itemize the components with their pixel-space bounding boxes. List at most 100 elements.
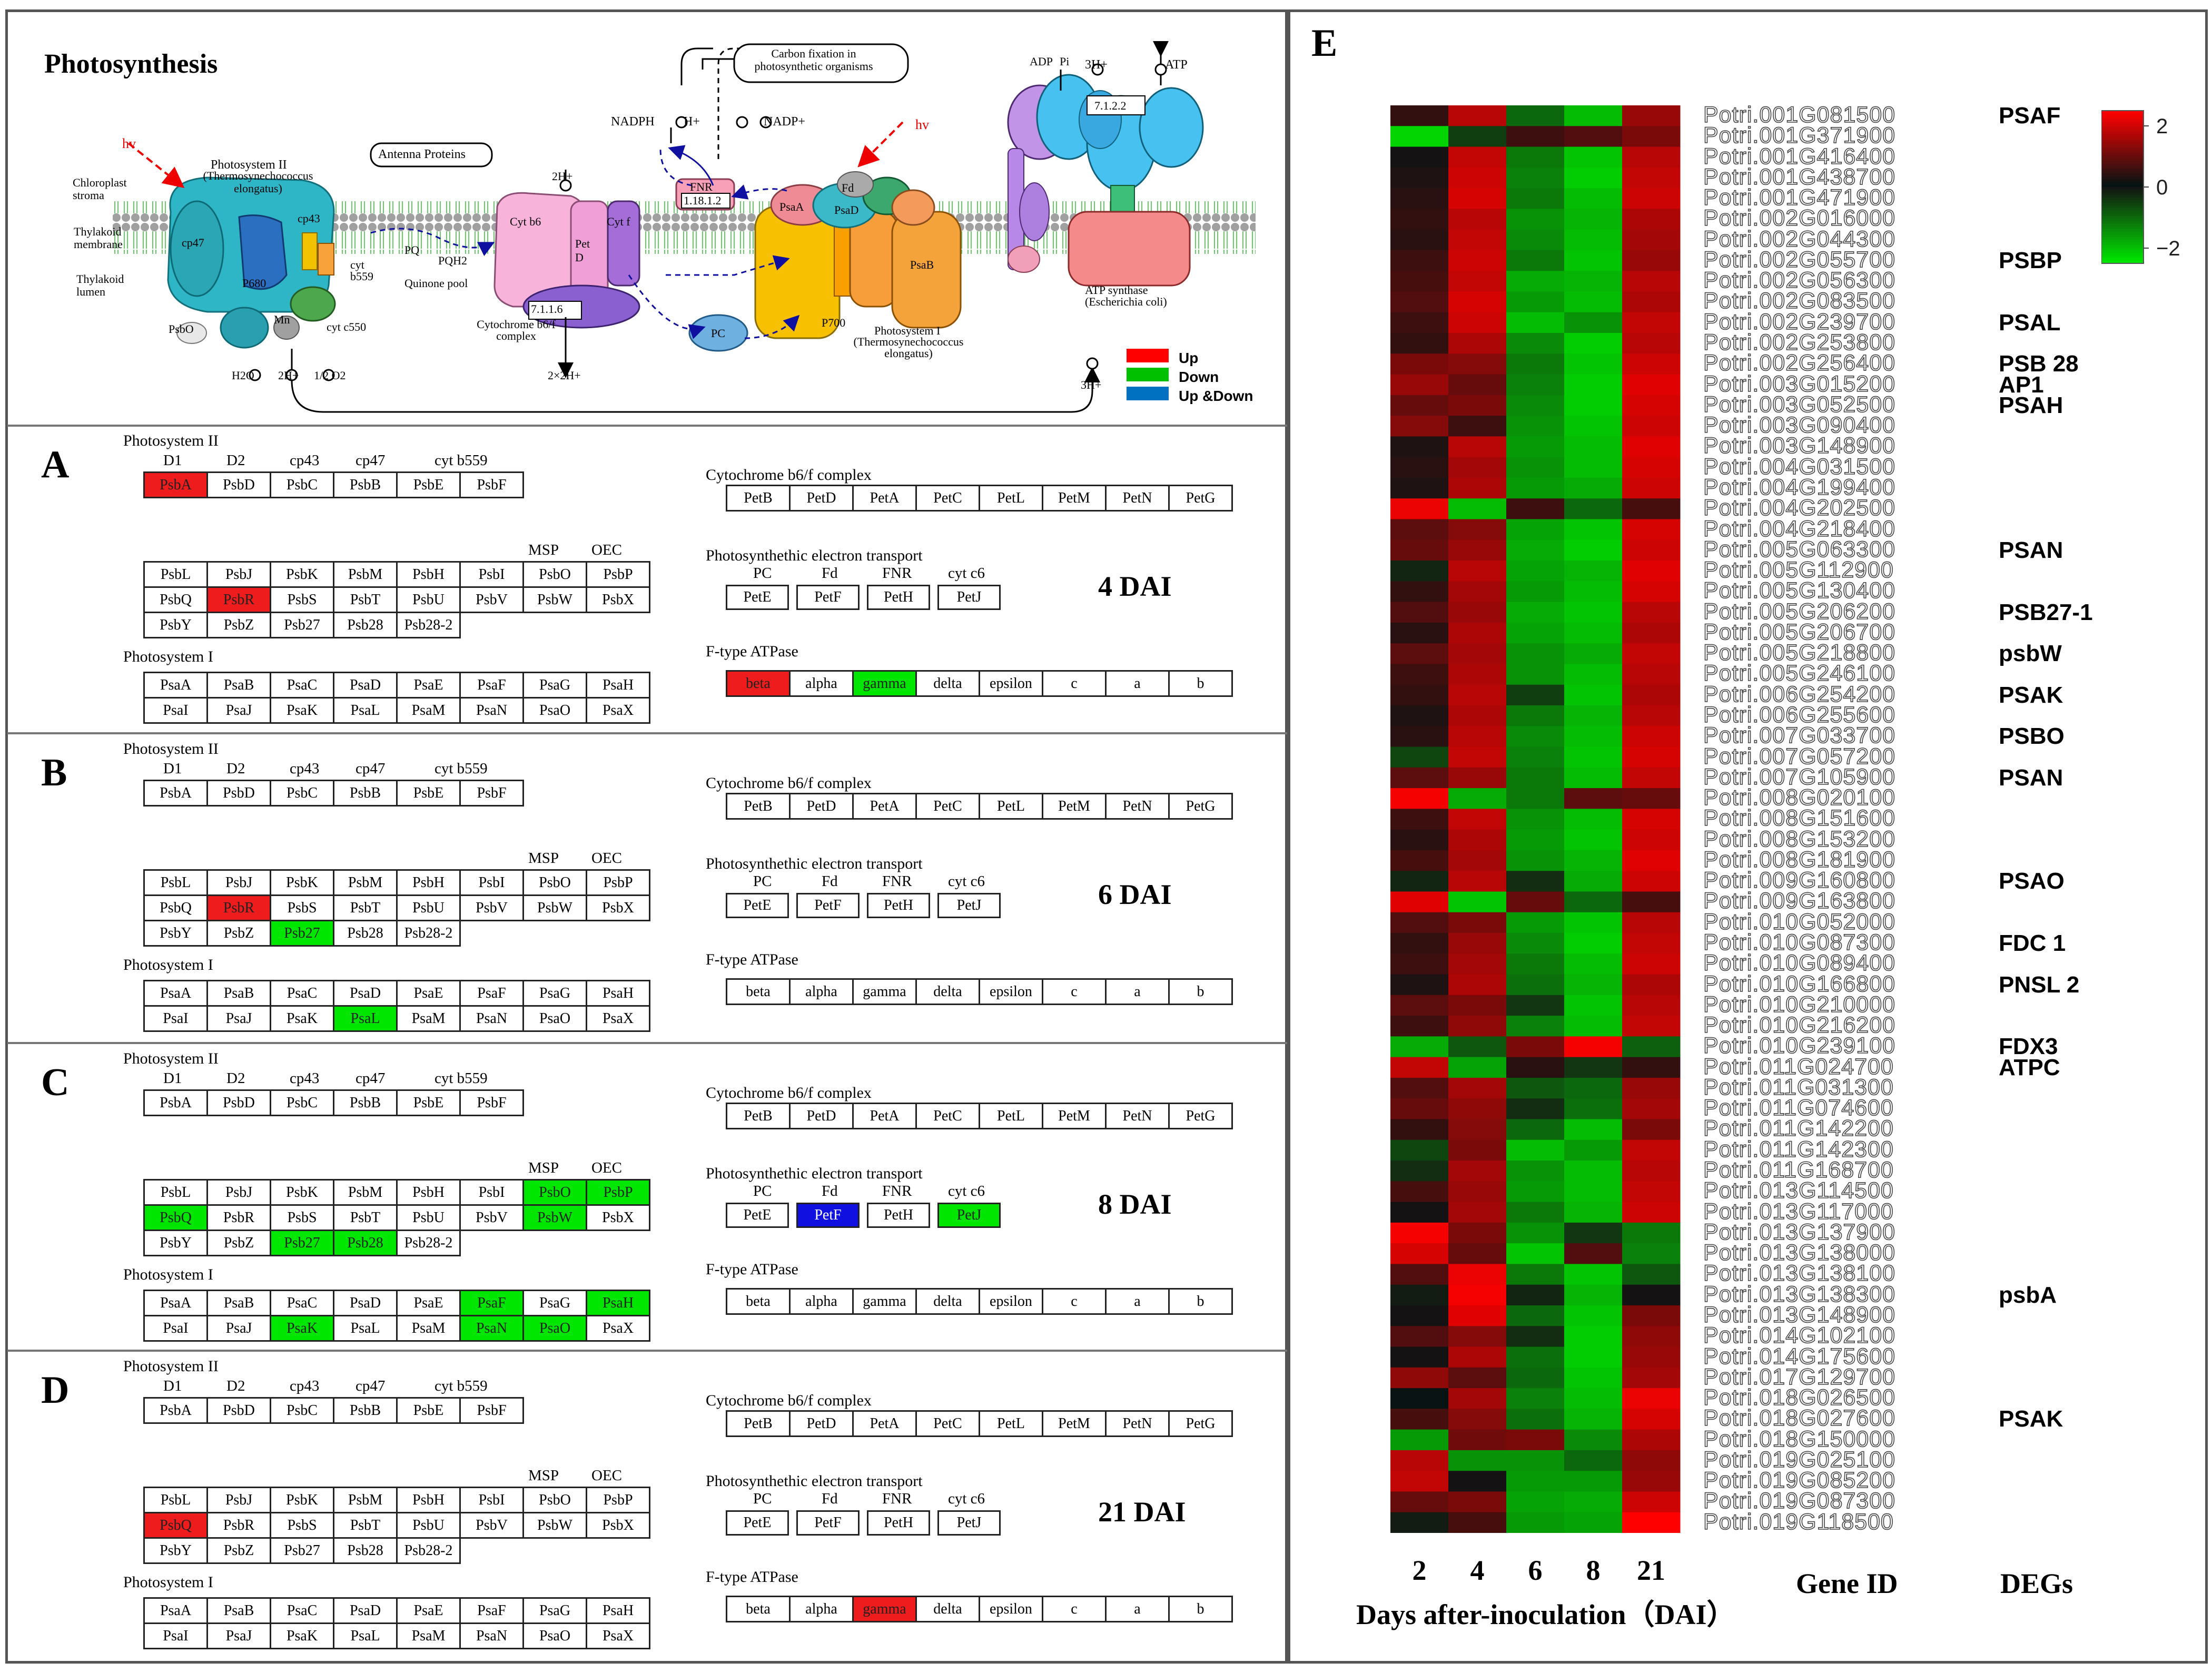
deg-label: PSAK (1999, 682, 2063, 708)
heatmap-cell (1506, 1098, 1565, 1119)
gene-cell: PetB (726, 485, 791, 512)
heatmap-cell (1564, 291, 1623, 313)
gene-cell: a (1105, 1596, 1170, 1622)
gene-id-label: Potri.004G202500 (1703, 495, 1896, 521)
section-title-cyt: Cytochrome b6/f complex (706, 1392, 872, 1409)
heatmap-cell (1506, 416, 1565, 437)
gene-cell: PsaO (522, 1622, 587, 1649)
cyt-table: PetB PetD PetA PetC PetL PetM PetN PetG (726, 793, 1233, 820)
heatmap-cell (1448, 312, 1507, 333)
label-ec-7116: 7.1.1.6 (531, 302, 563, 316)
heatmap-cell (1622, 1119, 1681, 1140)
gene-cell: PsaM (396, 1622, 461, 1649)
section-title-ps2: Photosystem II (123, 432, 219, 449)
heatmap-cell (1564, 539, 1623, 561)
heatmap-cell (1564, 167, 1623, 189)
heatmap-cell (1506, 1119, 1565, 1140)
gene-cell: PetE (726, 893, 789, 918)
heatmap-cell (1506, 250, 1565, 271)
gene-cell: PsbF (459, 780, 524, 807)
heatmap-cell (1506, 1284, 1565, 1306)
heatmap-cell (1564, 1512, 1623, 1533)
heatmap-cell (1448, 1139, 1507, 1161)
heatmap-cell (1506, 146, 1565, 168)
gene-id-label: Potri.011G074600 (1703, 1095, 1894, 1121)
gene-cell: PetH (867, 1510, 930, 1536)
gene-cell: PsbD (206, 1089, 271, 1116)
pet-table: PetE PetF PetH PetJ (718, 1510, 1008, 1536)
gene-cell: PetN (1105, 793, 1170, 820)
heatmap-cell (1506, 333, 1565, 354)
colorbar-segment (2101, 113, 2144, 116)
gene-id-label: Potri.014G175600 (1703, 1343, 1896, 1369)
gene-cell: PsbB (333, 471, 398, 498)
heatmap-cell (1448, 1016, 1507, 1037)
heatmap-cell (1622, 1305, 1681, 1326)
heatmap-cell (1506, 229, 1565, 251)
heatmap-cell (1448, 726, 1507, 748)
deg-label: PSAO (1999, 868, 2065, 894)
heatmap-cell (1506, 1077, 1565, 1099)
heatmap-cell (1622, 457, 1681, 478)
gene-cell: PetC (915, 1103, 980, 1129)
heatmap-cell (1622, 1098, 1681, 1119)
section-title-ps2: Photosystem II (123, 740, 219, 758)
gene-cell: delta (915, 978, 980, 1005)
pet-header: PC (753, 1490, 772, 1507)
heatmap-cell (1390, 1222, 1449, 1244)
heatmap-cell (1448, 912, 1507, 933)
ps2-mid-header: MSP (528, 1159, 559, 1176)
heatmap-cell (1622, 374, 1681, 396)
gene-cell: PsbK (270, 1487, 334, 1513)
pet-header: PC (753, 873, 772, 890)
heatmap-cell (1622, 767, 1681, 789)
gene-id-label: Potri.010G216200 (1703, 1012, 1896, 1038)
label-stroma: Chloroplast stroma (73, 176, 127, 202)
heatmap-cell (1622, 581, 1681, 603)
heatmap-cell (1448, 498, 1507, 520)
gene-cell: PsbZ (206, 1230, 271, 1256)
heatmap-cell (1622, 953, 1681, 975)
gene-cell: PetD (789, 793, 854, 820)
gene-cell: PetJ (937, 893, 1001, 918)
gene-cell: PsbC (270, 1089, 334, 1116)
pet-header: PC (753, 1183, 772, 1199)
heatmap-cell (1622, 809, 1681, 830)
gene-cell: PsaX (586, 1005, 650, 1032)
atp-table: beta alpha gamma delta epsilon c a b (726, 978, 1233, 1005)
gene-cell: PsbW (522, 894, 587, 921)
heatmap-cell (1564, 1160, 1623, 1182)
heatmap-cell (1448, 333, 1507, 354)
gene-cell: PsbF (459, 1089, 524, 1116)
heatmap-cell (1564, 664, 1623, 685)
gene-cell: epsilon (979, 670, 1043, 697)
heatmap-cell (1448, 105, 1507, 126)
gene-cell: delta (915, 1288, 980, 1315)
heatmap-cell (1506, 705, 1565, 726)
gene-cell: PsaJ (206, 1005, 271, 1032)
label-photosystem-ii: Photosystem II (211, 158, 287, 172)
label-2x2h: 2×2H+ (548, 369, 581, 382)
heatmap-cell (1448, 519, 1507, 540)
heatmap-cell (1448, 871, 1507, 892)
gene-id-label: Potri.002G044300 (1703, 226, 1896, 252)
heatmap-cell (1448, 1284, 1507, 1306)
colorbar-segment (2101, 147, 2144, 151)
heatmap-cell (1506, 519, 1565, 540)
gene-id-label: Potri.018G027600 (1703, 1405, 1896, 1431)
gene-cell: PsaL (333, 1005, 398, 1032)
ps2-header: cp47 (355, 452, 386, 469)
section-title-ps1: Photosystem I (123, 1573, 213, 1591)
colorbar-segment (2101, 145, 2144, 148)
heatmap-cell (1506, 1491, 1565, 1513)
heatmap-cell (1448, 250, 1507, 271)
heatmap-cell (1448, 477, 1507, 499)
gene-id-label: Potri.013G138000 (1703, 1240, 1896, 1266)
gene-cell: PsaL (333, 1315, 398, 1342)
colorbar-segment (2101, 227, 2144, 230)
gene-cell: PsbH (396, 869, 461, 896)
gene-cell: PsaL (333, 1622, 398, 1649)
gene-id-label: Potri.002G239700 (1703, 309, 1896, 335)
heatmap-cell (1564, 146, 1623, 168)
heatmap-cell (1506, 643, 1565, 664)
